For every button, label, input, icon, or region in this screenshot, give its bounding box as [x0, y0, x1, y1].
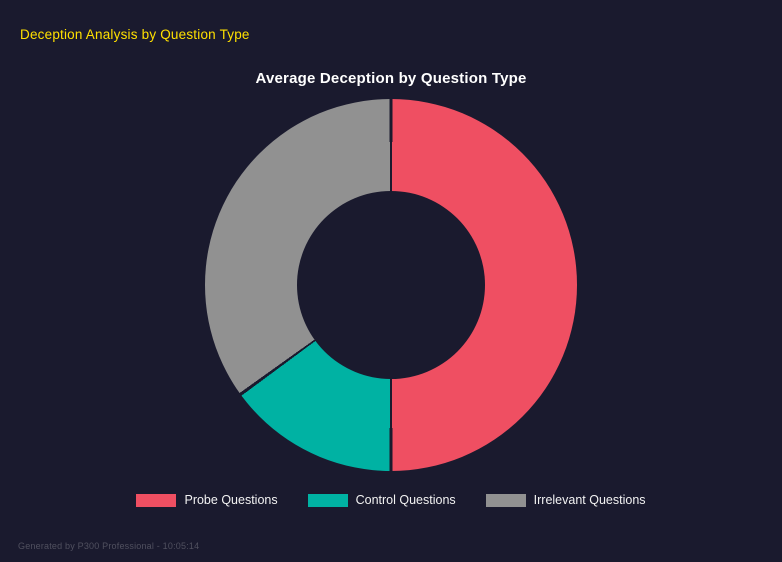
legend-item[interactable]: Irrelevant Questions: [485, 493, 646, 507]
chart-legend: Probe Questions Control Questions Irreleva…: [136, 493, 646, 507]
legend-swatch: [136, 493, 177, 507]
donut-chart: [205, 99, 577, 471]
legend-label: Probe Questions: [184, 493, 278, 507]
chart-title: Average Deception by Question Type: [255, 70, 527, 87]
page-title: Deception Analysis by Question Type: [20, 27, 250, 42]
legend-swatch: [307, 493, 348, 507]
legend-item[interactable]: Control Questions: [307, 493, 456, 507]
legend-swatch: [485, 493, 526, 507]
footer-status: Generated by P300 Professional - 10:05:1…: [18, 541, 200, 551]
legend-item[interactable]: Probe Questions: [136, 493, 278, 507]
legend-label: Irrelevant Questions: [533, 493, 646, 507]
legend-label: Control Questions: [355, 493, 456, 507]
chart-panel: Average Deception by Question Type Probe…: [0, 70, 782, 507]
donut-hole: [297, 191, 485, 379]
